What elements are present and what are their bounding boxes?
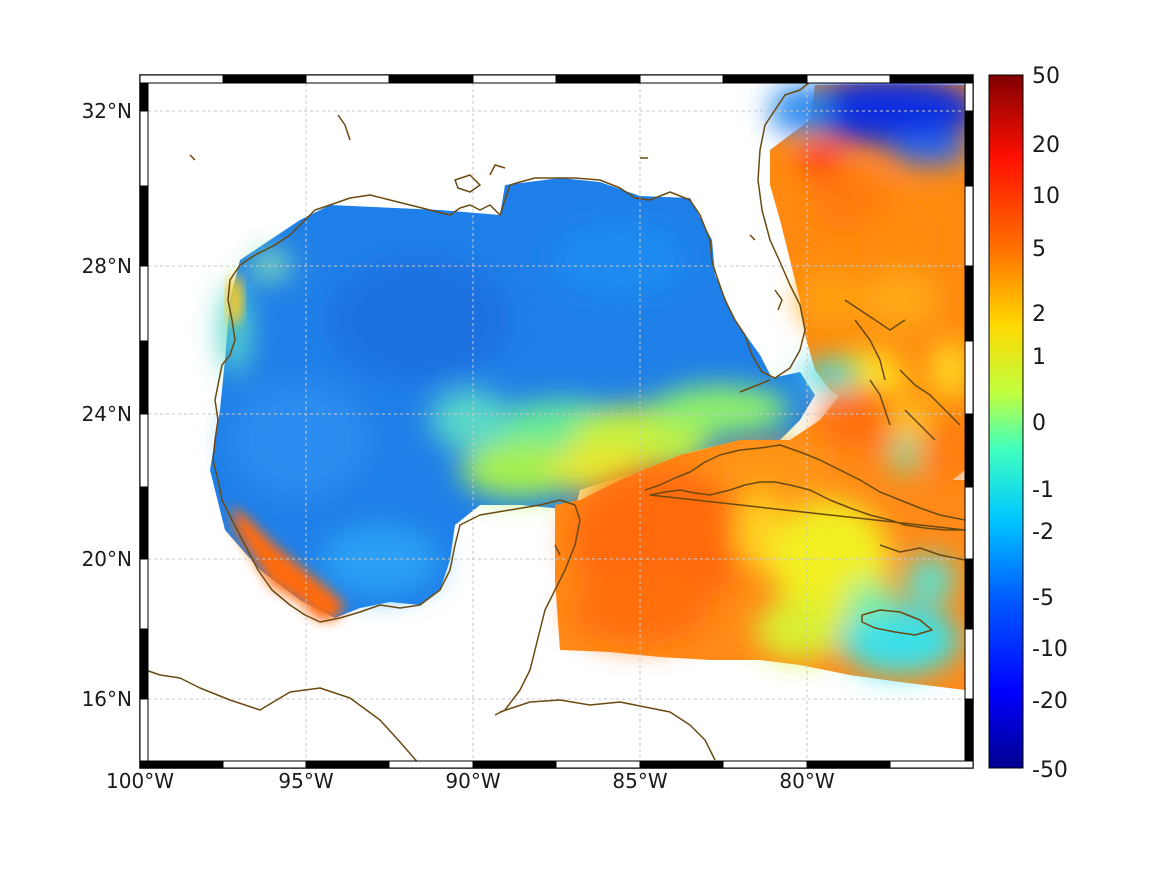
coastline-keys bbox=[739, 379, 771, 393]
colorbar-gradient bbox=[988, 74, 1024, 769]
coastline bbox=[139, 77, 966, 766]
y-tick-label: 16°N bbox=[82, 687, 132, 711]
coastline-hispaniola bbox=[879, 544, 966, 561]
x-tick-label: 95°W bbox=[278, 769, 333, 793]
map-grid bbox=[148, 83, 965, 761]
coastline-mainland-west bbox=[139, 77, 816, 766]
colorbar-label: 10 bbox=[1032, 184, 1060, 209]
colorbar-label: -1 bbox=[1032, 478, 1054, 503]
map-frame bbox=[139, 74, 974, 769]
colorbar-labels: 50 20 10 5 2 1 0 -1 -2 -5 -10 -20 -50 bbox=[1032, 64, 1068, 783]
colorbar-label: -10 bbox=[1032, 637, 1068, 662]
y-tick-label: 28°N bbox=[82, 254, 132, 278]
colorbar-label: 2 bbox=[1032, 302, 1046, 327]
coastline-small-features bbox=[189, 114, 783, 556]
x-tick-label: 100°W bbox=[106, 769, 174, 793]
ocean-data-field bbox=[210, 83, 965, 690]
y-tick-label: 20°N bbox=[82, 547, 132, 571]
x-tick-label: 80°W bbox=[779, 769, 834, 793]
colorbar-label: 50 bbox=[1032, 64, 1060, 89]
x-tick-label: 85°W bbox=[612, 769, 667, 793]
colorbar: 50 20 10 5 2 1 0 -1 -2 -5 -10 -20 -50 bbox=[988, 64, 1068, 783]
colorbar-label: -50 bbox=[1032, 758, 1068, 783]
x-tick-label: 90°W bbox=[445, 769, 500, 793]
y-tick-labels: 32°N 28°N 24°N 20°N 16°N bbox=[82, 99, 132, 711]
colorbar-label: -20 bbox=[1032, 689, 1068, 714]
y-tick-label: 32°N bbox=[82, 99, 132, 123]
x-tick-labels: 100°W 95°W 90°W 85°W 80°W bbox=[106, 769, 835, 793]
colorbar-label: 1 bbox=[1032, 345, 1046, 370]
coastline-central-america bbox=[499, 699, 716, 761]
mexico-shelf-field bbox=[232, 505, 345, 620]
colorbar-label: -2 bbox=[1032, 520, 1054, 545]
colorbar-label: 0 bbox=[1032, 411, 1046, 436]
y-tick-label: 24°N bbox=[82, 402, 132, 426]
colorbar-label: 5 bbox=[1032, 237, 1046, 262]
colorbar-label: -5 bbox=[1032, 586, 1054, 611]
coastline-bahamas bbox=[844, 299, 961, 441]
coastline-cuba bbox=[644, 444, 966, 531]
colorbar-label: 20 bbox=[1032, 133, 1060, 158]
coastline-jamaica bbox=[861, 609, 933, 636]
